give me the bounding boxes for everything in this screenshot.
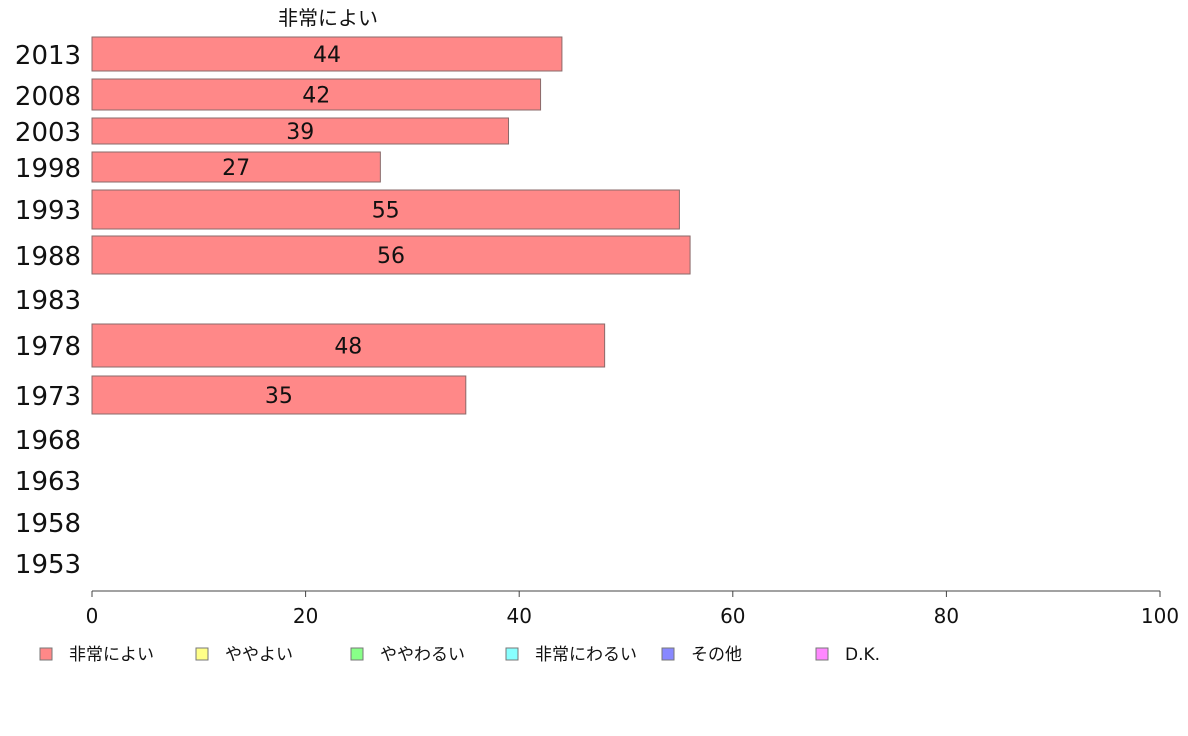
legend-label-3: 非常にわるい bbox=[535, 645, 637, 665]
x-tick-label-100: 100 bbox=[1141, 604, 1179, 628]
legend-swatch-3 bbox=[505, 647, 519, 661]
year-label-1978: 1978 bbox=[15, 332, 81, 362]
legend-label-2: ややわるい bbox=[380, 645, 465, 665]
x-axis: 0 20 40 60 80 100 bbox=[86, 590, 1179, 628]
legend-label-1: ややよい bbox=[225, 645, 293, 665]
year-labels: 2013 2008 2003 1998 1993 1988 1983 1978 1973 1968… bbox=[15, 41, 81, 580]
year-label-1953: 1953 bbox=[15, 550, 81, 580]
year-label-1983: 1983 bbox=[15, 286, 81, 316]
legend-label-4: その他 bbox=[691, 645, 742, 665]
year-label-1958: 1958 bbox=[15, 509, 81, 539]
bar-2013-series-0 bbox=[91, 36, 563, 72]
data-label-2008-series-0: 42 bbox=[302, 84, 330, 109]
data-label-1978-series-0: 48 bbox=[334, 335, 362, 360]
year-label-1968: 1968 bbox=[15, 426, 81, 456]
column-title: 非常によい bbox=[278, 6, 378, 30]
year-label-2003: 2003 bbox=[15, 118, 81, 148]
legend-swatch-5 bbox=[815, 647, 829, 661]
data-label-1998-series-0: 27 bbox=[222, 156, 250, 181]
x-tick-label-20: 20 bbox=[293, 604, 318, 628]
x-tick-label-40: 40 bbox=[506, 604, 531, 628]
year-label-1988: 1988 bbox=[15, 242, 81, 272]
x-tick-label-80: 80 bbox=[934, 604, 959, 628]
bar-2003-series-0 bbox=[91, 117, 510, 145]
bar-1993-series-0 bbox=[91, 189, 680, 230]
year-label-2013: 2013 bbox=[15, 41, 81, 71]
data-label-1988-series-0: 56 bbox=[377, 244, 405, 269]
legend-swatch-2 bbox=[350, 647, 364, 661]
legend: 非常によい ややよい ややわるい 非常にわるい その他 D.K. bbox=[39, 645, 880, 665]
year-label-1973: 1973 bbox=[15, 382, 81, 412]
year-label-1993: 1993 bbox=[15, 196, 81, 226]
bar-1973-series-0 bbox=[91, 375, 467, 415]
data-label-1993-series-0: 55 bbox=[372, 199, 400, 224]
legend-swatch-1 bbox=[195, 647, 209, 661]
year-label-2008: 2008 bbox=[15, 82, 81, 112]
legend-label-5: D.K. bbox=[845, 645, 880, 665]
bar-1978-series-0 bbox=[91, 323, 606, 368]
year-label-1963: 1963 bbox=[15, 467, 81, 497]
data-label-2013-series-0: 44 bbox=[313, 43, 341, 68]
bars-layer: 44 42 39 27 55 56 48 35 bbox=[91, 36, 691, 415]
x-tick-label-0: 0 bbox=[86, 604, 99, 628]
data-label-2003-series-0: 39 bbox=[286, 120, 314, 145]
legend-label-0: 非常によい bbox=[69, 645, 154, 665]
legend-swatch-0 bbox=[39, 647, 53, 661]
legend-swatch-4 bbox=[661, 647, 675, 661]
year-label-1998: 1998 bbox=[15, 154, 81, 184]
bar-2008-series-0 bbox=[91, 78, 542, 111]
x-tick-label-60: 60 bbox=[720, 604, 745, 628]
data-label-1973-series-0: 35 bbox=[265, 384, 293, 409]
bar-1988-series-0 bbox=[91, 235, 691, 275]
bar-1998-series-0 bbox=[91, 151, 381, 183]
